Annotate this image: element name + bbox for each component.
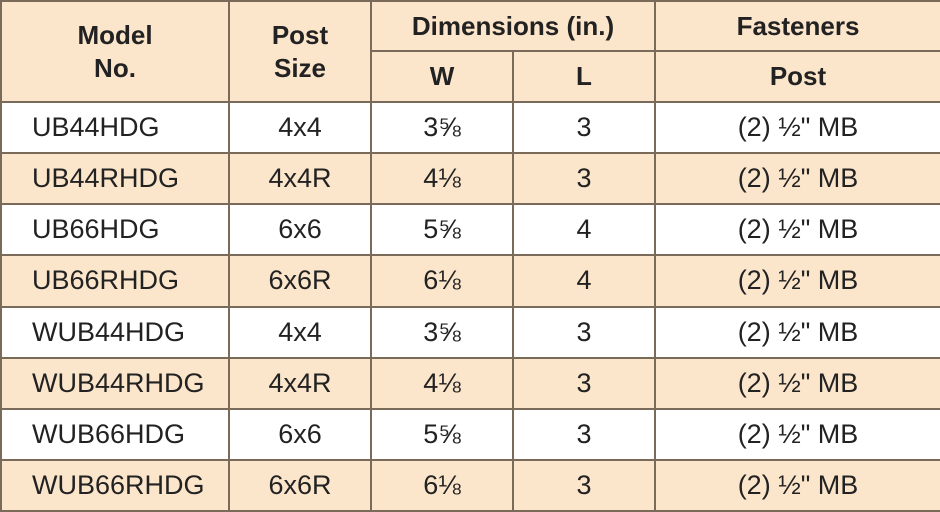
header-model-line2: No.: [94, 52, 136, 83]
cell-length: 3: [512, 458, 656, 512]
table-body: UB44HDG 4x4 3⅝ 3 (2) ½" MB UB44RHDG 4x4R 4⅛ 3 (2)…: [0, 100, 940, 512]
cell-model: WUB66RHDG: [0, 458, 230, 512]
table-row: UB66RHDG 6x6R 6⅛ 4 (2) ½" MB: [0, 254, 940, 308]
cell-fastener: (2) ½" MB: [654, 203, 940, 257]
cell-model: WUB44HDG: [0, 305, 230, 359]
cell-model: UB66HDG: [0, 203, 230, 257]
header-dimensions: Dimensions (in.): [370, 0, 656, 52]
header-l: L: [512, 50, 656, 103]
cell-length: 3: [512, 305, 656, 359]
cell-width: 5⅝: [370, 407, 514, 461]
table-row: UB66HDG 6x6 5⅝ 4 (2) ½" MB: [0, 203, 940, 257]
cell-fastener: (2) ½" MB: [654, 458, 940, 512]
table-row: WUB44HDG 4x4 3⅝ 3 (2) ½" MB: [0, 305, 940, 359]
cell-model: WUB66HDG: [0, 407, 230, 461]
header-post-size: Post Size: [228, 0, 372, 103]
cell-width: 3⅝: [370, 100, 514, 155]
cell-width: 4⅛: [370, 152, 514, 206]
cell-fastener: (2) ½" MB: [654, 152, 940, 206]
cell-model: UB44RHDG: [0, 152, 230, 206]
header-post: Post: [654, 50, 940, 103]
table-row: WUB44RHDG 4x4R 4⅛ 3 (2) ½" MB: [0, 356, 940, 410]
header-post-line2: Size: [273, 52, 327, 83]
cell-width: 3⅝: [370, 305, 514, 359]
table-row: UB44HDG 4x4 3⅝ 3 (2) ½" MB: [0, 100, 940, 155]
cell-width: 6⅛: [370, 458, 514, 512]
table-header: Model No. Post Size Dimensions (in.) Fas…: [0, 0, 940, 103]
header-post-line1: Post: [271, 20, 329, 50]
cell-post-size: 4x4: [228, 100, 372, 155]
cell-model: UB44HDG: [0, 100, 230, 155]
header-model-line1: Model: [77, 20, 153, 50]
cell-post-size: 6x6: [228, 203, 372, 257]
cell-post-size: 4x4R: [228, 356, 372, 410]
cell-width: 5⅝: [370, 203, 514, 257]
table-row: UB44RHDG 4x4R 4⅛ 3 (2) ½" MB: [0, 152, 940, 206]
cell-length: 3: [512, 100, 656, 155]
header-w: W: [370, 50, 514, 103]
cell-fastener: (2) ½" MB: [654, 100, 940, 155]
cell-fastener: (2) ½" MB: [654, 356, 940, 410]
cell-post-size: 6x6R: [228, 254, 372, 308]
cell-post-size: 6x6: [228, 407, 372, 461]
cell-length: 4: [512, 203, 656, 257]
cell-post-size: 4x4R: [228, 152, 372, 206]
header-row-top: Model No. Post Size Dimensions (in.) Fas…: [0, 0, 940, 103]
header-fasteners: Fasteners: [654, 0, 940, 52]
cell-width: 6⅛: [370, 254, 514, 308]
cell-post-size: 6x6R: [228, 458, 372, 512]
header-model-no: Model No.: [0, 0, 230, 103]
cell-fastener: (2) ½" MB: [654, 407, 940, 461]
cell-model: UB66RHDG: [0, 254, 230, 308]
cell-fastener: (2) ½" MB: [654, 254, 940, 308]
cell-length: 4: [512, 254, 656, 308]
table-row: WUB66HDG 6x6 5⅝ 3 (2) ½" MB: [0, 407, 940, 461]
table-row: WUB66RHDG 6x6R 6⅛ 3 (2) ½" MB: [0, 458, 940, 512]
cell-length: 3: [512, 356, 656, 410]
cell-model: WUB44RHDG: [0, 356, 230, 410]
cell-length: 3: [512, 152, 656, 206]
cell-post-size: 4x4: [228, 305, 372, 359]
cell-fastener: (2) ½" MB: [654, 305, 940, 359]
cell-length: 3: [512, 407, 656, 461]
cell-width: 4⅛: [370, 356, 514, 410]
